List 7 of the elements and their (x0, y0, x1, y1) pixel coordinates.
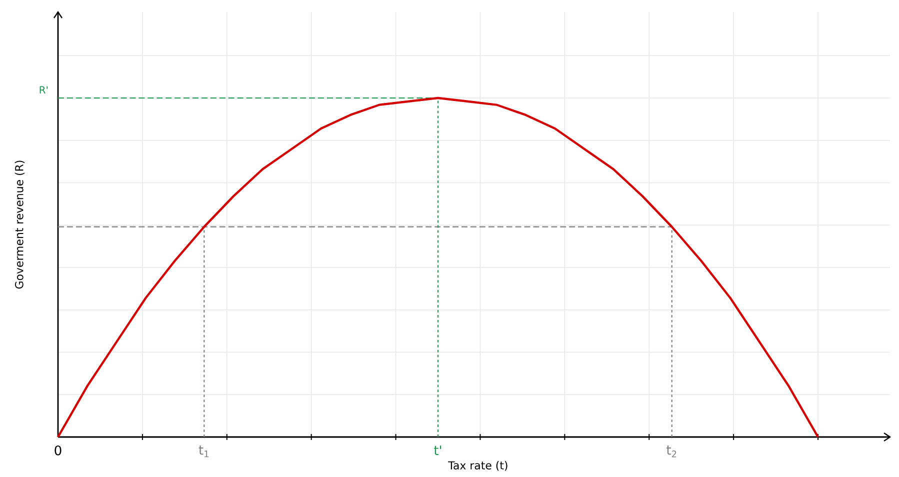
x-tick-label: t$_{1}$ (198, 446, 208, 458)
x-axis-title: Tax rate (t) (448, 461, 508, 471)
x-tick-label: t$_{2}$ (666, 446, 676, 458)
x-tick-label: t' (434, 446, 442, 455)
x-tick-label: 0 (54, 446, 62, 456)
ref-line-label: R' (40, 86, 48, 94)
y-axis-title: Goverment revenue (R) (14, 160, 25, 289)
